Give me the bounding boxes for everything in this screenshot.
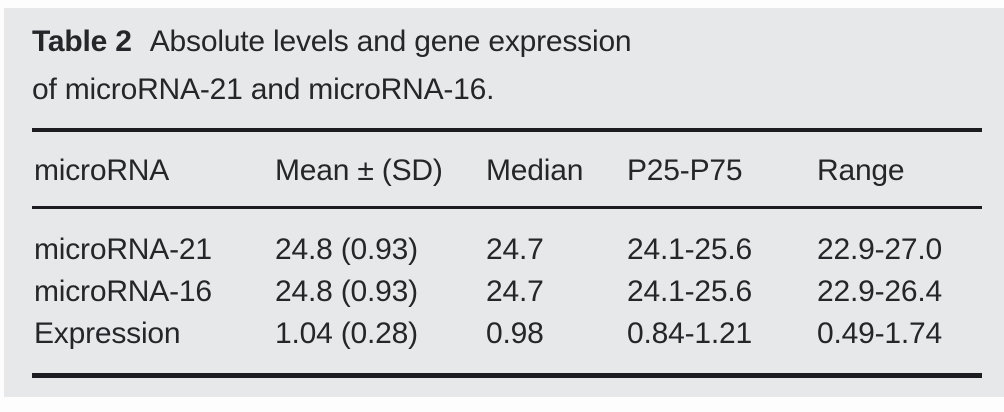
cell-range: 0.49-1.74 xyxy=(817,313,982,378)
cell-median: 0.98 xyxy=(486,313,627,378)
column-header-p25-p75: P25-P75 xyxy=(627,128,817,209)
results-table: microRNA Mean ± (SD) Median P25-P75 Rang… xyxy=(32,128,982,378)
cell-p25-p75: 0.84-1.21 xyxy=(627,313,817,378)
caption-text-line1: Absolute levels and gene expression xyxy=(149,25,632,58)
cell-p25-p75: 24.1-25.6 xyxy=(627,233,752,266)
cell-mean-sd: 24.8 (0.93) xyxy=(275,233,418,266)
cell-median: 24.7 xyxy=(486,233,544,266)
cell-microrna-name: Expression xyxy=(32,313,275,378)
table-number-label: Table 2 xyxy=(32,25,132,58)
column-header-median: Median xyxy=(486,128,627,209)
table-row-microrna-21: microRNA-21 24.8 (0.93) 24.7 24.1-25.6 2… xyxy=(32,208,982,272)
cell-mean-sd: 24.8 (0.93) xyxy=(275,275,418,308)
cell-range: 22.9-26.4 xyxy=(817,275,942,308)
table-panel: Table 2 Absolute levels and gene expressi… xyxy=(4,8,1004,397)
table-row-microrna-16: microRNA-16 24.8 (0.93) 24.7 24.1-25.6 2… xyxy=(32,271,982,313)
cell-microrna-name: microRNA-16 xyxy=(34,275,212,308)
caption-text-line2: of microRNA-21 and microRNA-16. xyxy=(32,73,495,106)
cell-range: 22.9-27.0 xyxy=(817,233,942,266)
table-caption: Table 2 Absolute levels and gene expressi… xyxy=(32,18,802,114)
column-header-microrna: microRNA xyxy=(32,128,275,209)
column-header-range: Range xyxy=(817,128,982,209)
table-row-expression: Expression 1.04 (0.28) 0.98 0.84-1.21 0.… xyxy=(32,313,982,378)
cell-mean-sd: 1.04 (0.28) xyxy=(275,313,486,378)
column-header-mean-sd: Mean ± (SD) xyxy=(275,128,486,209)
header-row: microRNA Mean ± (SD) Median P25-P75 Rang… xyxy=(32,128,982,209)
cell-microrna-name: microRNA-21 xyxy=(34,233,212,266)
cell-median: 24.7 xyxy=(486,275,544,308)
caption-line-1: Table 2 Absolute levels and gene expressi… xyxy=(32,18,802,66)
cell-p25-p75: 24.1-25.6 xyxy=(627,275,752,308)
